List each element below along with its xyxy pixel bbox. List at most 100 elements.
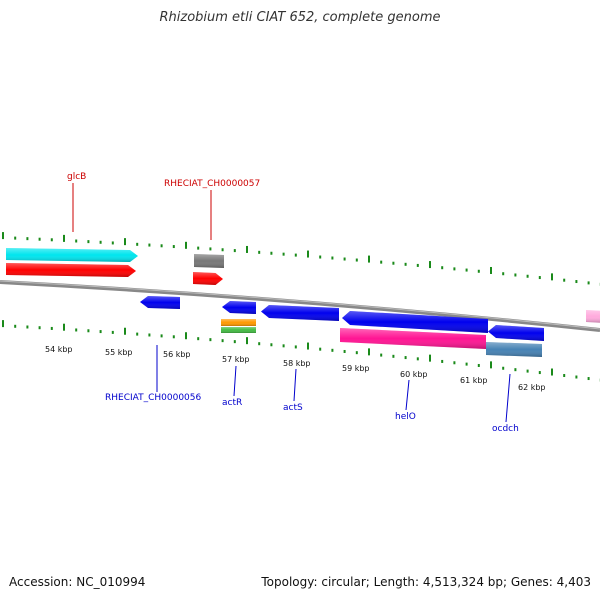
- top-tick: [14, 236, 17, 240]
- bottom-tick: [319, 347, 322, 351]
- bottom-tick: [99, 330, 102, 334]
- top-tick: [355, 258, 358, 262]
- top-tick: [563, 278, 566, 282]
- genome-backbone: [0, 280, 600, 332]
- top-tick: [551, 273, 553, 281]
- top-tick: [221, 248, 224, 252]
- green-gene-shading: [221, 327, 256, 333]
- gene-label-helo: helO: [395, 412, 416, 422]
- top-tick: [343, 257, 346, 261]
- top-tick: [441, 266, 444, 270]
- top-tick: [270, 251, 273, 255]
- top-tick: [282, 252, 285, 256]
- gene-label-ocdch: ocdch: [492, 424, 519, 434]
- bottom-tick: [221, 339, 224, 343]
- top-tick: [416, 263, 419, 267]
- bottom-tick: [563, 374, 566, 378]
- top-tick: [246, 245, 248, 253]
- red-gene-small-shading: [193, 272, 223, 285]
- top-tick: [209, 247, 212, 251]
- top-tick: [233, 249, 236, 253]
- bottom-tick: [136, 332, 139, 336]
- orange-gene-shading: [221, 319, 256, 326]
- gene-label-actr: actR: [222, 398, 242, 408]
- top-tick: [368, 255, 370, 263]
- top-tick: [26, 237, 29, 241]
- bottom-tick: [270, 343, 273, 347]
- bottom-tick: [282, 344, 285, 348]
- leader-line: [293, 368, 297, 402]
- top-tick: [392, 261, 395, 265]
- bottom-tick: [392, 354, 395, 358]
- scale-labels: 54 kbp 55 kbp 56 kbp 57 kbp 58 kbp 59 kb…: [45, 345, 546, 392]
- top-tick: [124, 238, 126, 246]
- pink-gene-shading: [586, 310, 600, 323]
- bottom-tick: [148, 333, 151, 337]
- bottom-tick: [50, 326, 53, 330]
- top-tick: [38, 237, 41, 241]
- bottom-tick: [233, 340, 236, 344]
- scale-label: 62 kbp: [518, 383, 546, 392]
- bottom-tick: [465, 362, 468, 366]
- gene-label-acts: actS: [283, 403, 303, 413]
- bottom-tick: [246, 337, 248, 345]
- top-tick: [526, 274, 529, 278]
- bottom-tick: [404, 356, 407, 360]
- bottom-tick: [63, 323, 65, 331]
- accession-text: Accession: NC_010994: [9, 575, 146, 589]
- top-tick: [404, 262, 407, 266]
- bottom-tick: [355, 351, 358, 355]
- top-tick: [307, 250, 309, 258]
- scale-label: 54 kbp: [45, 345, 73, 354]
- top-tick: [160, 244, 163, 248]
- bottom-tick: [294, 345, 297, 349]
- bottom-tick: [380, 353, 383, 357]
- genome-summary-text: Topology: circular; Length: 4,513,324 bp…: [261, 575, 591, 589]
- top-tick: [331, 256, 334, 260]
- label-leaders: [72, 183, 511, 423]
- top-tick: [319, 255, 322, 259]
- top-tick: [197, 246, 200, 250]
- bottom-tick: [75, 328, 78, 332]
- top-tick: [111, 241, 114, 245]
- top-tick: [294, 253, 297, 257]
- bottom-tick: [429, 354, 431, 362]
- bottom-tick: [87, 329, 90, 333]
- top-tick: [490, 266, 492, 274]
- bottom-tick: [477, 363, 480, 367]
- scale-label: 59 kbp: [342, 364, 370, 373]
- bottom-tick: [526, 369, 529, 373]
- red-gene-left-shading: [6, 263, 136, 277]
- top-tick: [380, 260, 383, 264]
- bottom-tick: [514, 368, 517, 372]
- bottom-tick: [502, 366, 505, 370]
- cyan-gene-shading: [6, 248, 138, 262]
- bottom-tick: [160, 334, 163, 338]
- leader-line: [405, 379, 410, 411]
- top-tick: [185, 241, 187, 249]
- bottom-tick: [575, 375, 578, 379]
- feature-track: [6, 248, 600, 357]
- top-tick: [50, 238, 53, 242]
- top-tick: [2, 232, 4, 240]
- top-tick: [465, 268, 468, 272]
- steel-gene-shading: [486, 342, 542, 357]
- bottom-tick: [416, 357, 419, 361]
- bottom-tick: [587, 377, 590, 381]
- top-tick: [75, 239, 78, 243]
- top-tick: [63, 234, 65, 242]
- bottom-tick: [172, 335, 175, 339]
- top-tick: [502, 272, 505, 276]
- top-tick: [514, 273, 517, 277]
- gene-label-rheciat-ch0000057: RHECIAT_CH0000057: [164, 179, 260, 189]
- bottom-tick: [2, 320, 4, 328]
- bottom-tick: [197, 337, 200, 341]
- blue-gene-4-shading: [342, 311, 488, 333]
- bottom-tick: [490, 361, 492, 369]
- top-tick: [136, 242, 139, 246]
- bottom-tick: [538, 371, 541, 375]
- top-tick: [453, 267, 456, 271]
- gene-label-glcb: glcB: [67, 172, 86, 182]
- bottom-tick: [307, 342, 309, 350]
- bottom-tick: [124, 327, 126, 335]
